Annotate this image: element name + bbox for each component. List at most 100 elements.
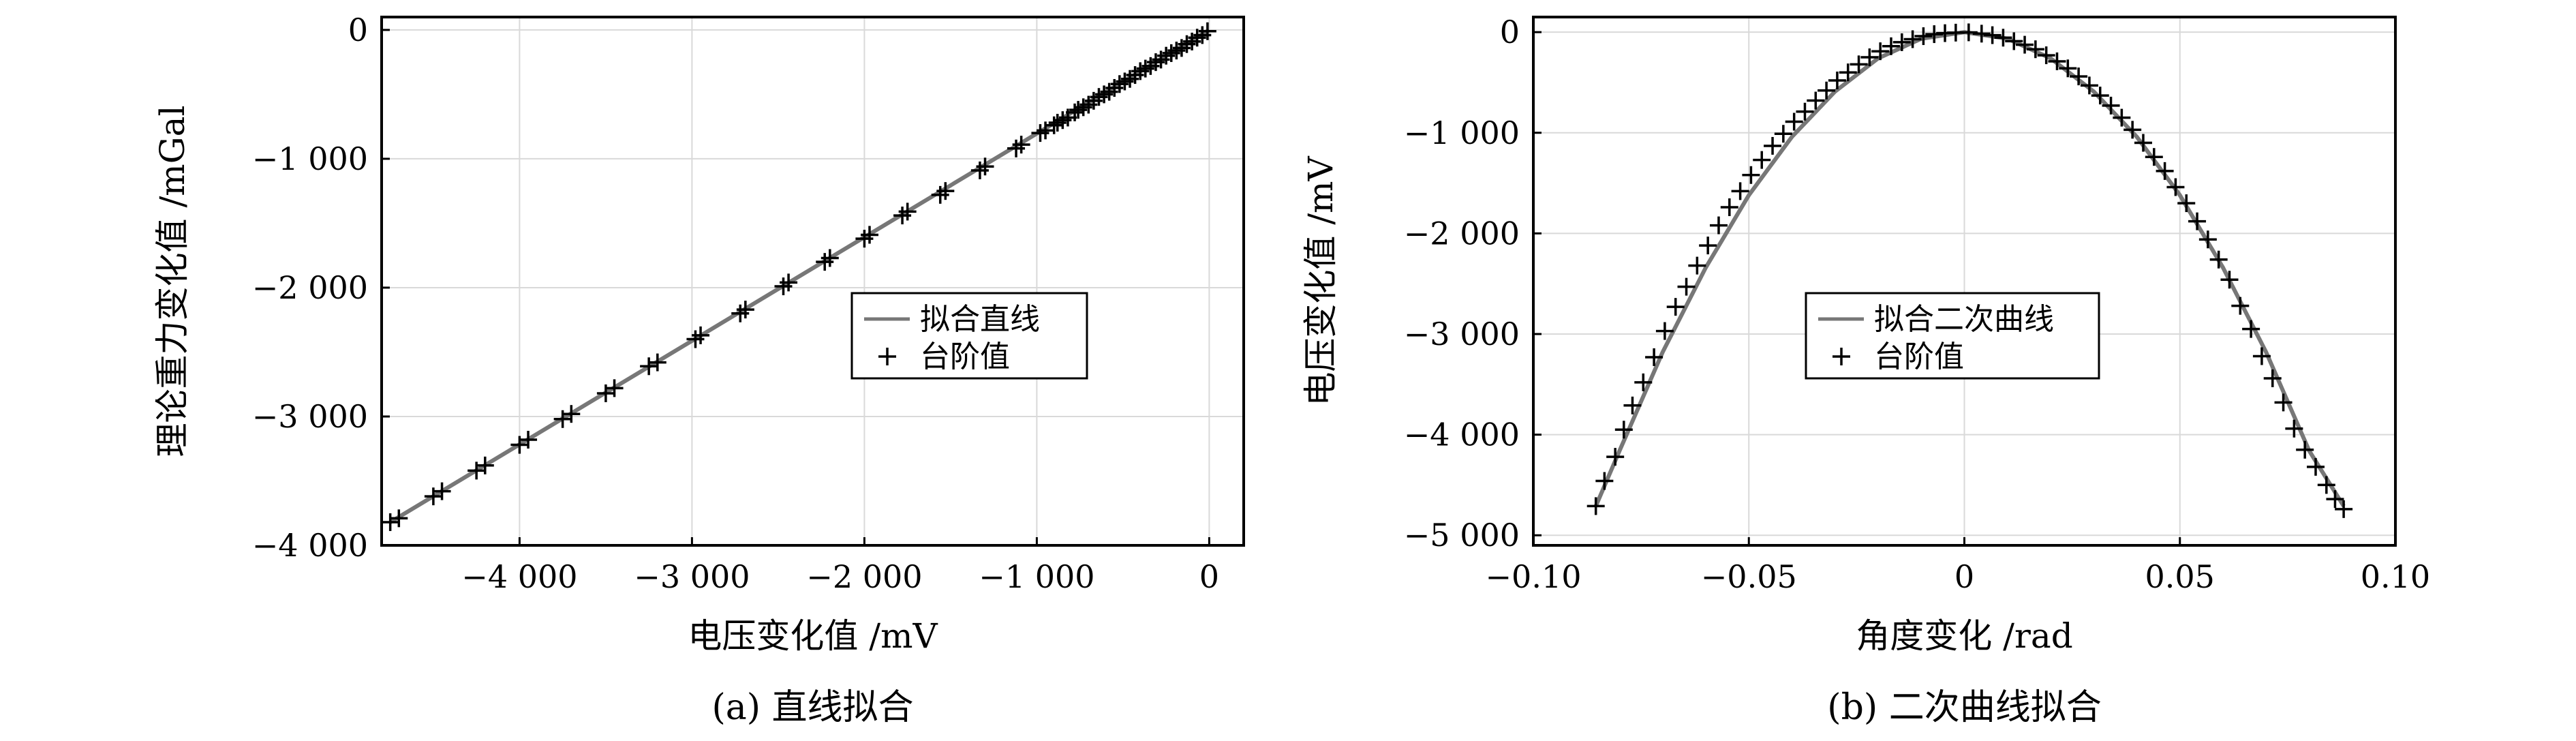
data-point-marker (1860, 48, 1879, 67)
data-point-marker (2037, 46, 2055, 65)
data-point-marker (1807, 91, 1825, 110)
data-point-marker (1983, 26, 2002, 44)
data-point-marker (2252, 347, 2271, 365)
x-tick-label: −1 000 (979, 558, 1094, 595)
data-point-marker (1677, 277, 1696, 296)
data-point-marker (2188, 212, 2207, 230)
x-tick-label: −0.05 (1701, 558, 1797, 595)
data-point-marker (2080, 76, 2098, 95)
data-point-marker (2242, 320, 2260, 338)
data-point-marker (1764, 136, 1782, 155)
y-tick-label: 0 (348, 12, 368, 48)
data-point-marker (2326, 490, 2344, 509)
data-point-marker (2091, 87, 2109, 105)
data-point-marker (1614, 421, 1633, 439)
y-tick-label: −4 000 (1404, 417, 1520, 453)
data-point-marker (1731, 182, 1749, 200)
data-point-marker (1796, 102, 1814, 121)
data-point-marker (1774, 125, 1792, 143)
data-point-marker (692, 326, 710, 344)
legend-box-b (1805, 292, 2100, 380)
data-point-marker (2026, 40, 2044, 59)
data-point-marker (1753, 151, 1771, 169)
chart-panel-b: −0.10 −0.05 0 0.05 0.10 0 −1 000 −2 000 −3 000 −4… (1301, 14, 2430, 728)
data-point-marker (1972, 25, 1991, 43)
y-tick-label: −3 000 (1404, 316, 1520, 352)
data-point-marker (2070, 67, 2088, 86)
data-point-marker (433, 482, 451, 500)
data-point-marker (736, 301, 754, 319)
data-point-marker (1586, 497, 1605, 515)
data-point-marker (2145, 148, 2163, 166)
caption-a: (a) 直线拟合 (711, 687, 913, 728)
y-tick-label: −1 000 (1404, 115, 1520, 151)
y-tick-label: −2 000 (252, 269, 368, 306)
data-point-marker (2335, 500, 2353, 518)
data-point-marker (2059, 59, 2077, 78)
x-axis-label-b: 角度变化 /rad (1856, 616, 2072, 656)
data-point-marker (2113, 108, 2131, 127)
data-point-marker (2156, 162, 2174, 180)
data-point-marker (1892, 33, 1911, 51)
plot-frame-a (380, 16, 1245, 547)
data-point-marker (2274, 393, 2293, 412)
data-point-marker (2123, 121, 2142, 139)
data-point-marker (2102, 96, 2120, 115)
legend-b: 拟合二次曲线 台阶值 (1805, 292, 2100, 380)
data-point-marker (1012, 136, 1030, 154)
data-point-marker (1606, 448, 1625, 466)
data-point-marker (2220, 271, 2239, 289)
x-tick-label: 0 (1954, 558, 1974, 595)
tick-labels-b: −0.10 −0.05 0 0.05 0.10 0 −1 000 −2 000 −3 000 −4… (1404, 14, 2430, 595)
x-tick-label: −3 000 (634, 558, 750, 595)
x-tick-label: −4 000 (461, 558, 577, 595)
data-point-marker (1623, 396, 1642, 414)
y-tick-label: 0 (1500, 14, 1520, 50)
data-point-marker (562, 405, 581, 423)
data-point-marker (1645, 348, 1663, 366)
data-point-marker (821, 249, 839, 267)
chart-panel-a: −4 000 −3 000 −2 000 −1 000 0 0 −1 000 −2 000 −3… (153, 12, 1245, 728)
data-point-marker (1994, 29, 2012, 47)
data-point-marker (1720, 198, 1738, 216)
y-tick-label: −5 000 (1404, 517, 1520, 554)
data-point-marker (860, 226, 878, 244)
data-point-marker (1742, 166, 1760, 184)
data-point-marker (2048, 52, 2066, 70)
x-tick-label: 0.05 (2145, 558, 2215, 595)
data-point-marker (1655, 322, 1674, 340)
y-tick-label: −2 000 (1404, 215, 1520, 252)
x-tick-label: 0 (1199, 558, 1219, 595)
data-point-marker (648, 353, 666, 372)
x-axis-label-a: 电压变化值 /mV (688, 616, 938, 656)
data-point-marker (1688, 256, 1706, 275)
legend-box-a (850, 292, 1088, 380)
legend-marker-swatch-b (1833, 348, 1850, 365)
x-tick-label: 0.10 (2361, 558, 2430, 595)
data-point-marker (605, 379, 624, 397)
data-point-marker (898, 202, 917, 221)
y-tick-label: −1 000 (252, 140, 368, 177)
data-point-marker (2016, 35, 2034, 54)
legend-a: 拟合直线 台阶值 (850, 292, 1088, 380)
legend-entry-steps-a: 台阶值 (920, 339, 1010, 374)
data-point-marker (1828, 72, 1846, 89)
data-point-marker (2209, 250, 2228, 269)
data-point-marker (2296, 440, 2314, 459)
data-point-marker (1595, 472, 1614, 490)
data-point-marker (2134, 134, 2152, 152)
caption-b: (b) 二次曲线拟合 (1827, 687, 2101, 728)
legend-entry-fit-a: 拟合直线 (920, 302, 1040, 337)
x-tick-label: −2 000 (806, 558, 922, 595)
markers-b (1586, 23, 2353, 518)
data-point-marker (1709, 216, 1728, 235)
data-point-marker (1914, 27, 1933, 46)
legend-entry-steps-b: 台阶值 (1874, 339, 1964, 374)
y-axis-label-a: 理论重力变化值 /mGal (153, 106, 192, 457)
x-tick-label: −0.10 (1486, 558, 1582, 595)
data-point-marker (2317, 476, 2335, 494)
data-point-marker (1871, 42, 1890, 61)
data-point-marker (640, 357, 658, 376)
data-point-marker (1882, 37, 1900, 55)
